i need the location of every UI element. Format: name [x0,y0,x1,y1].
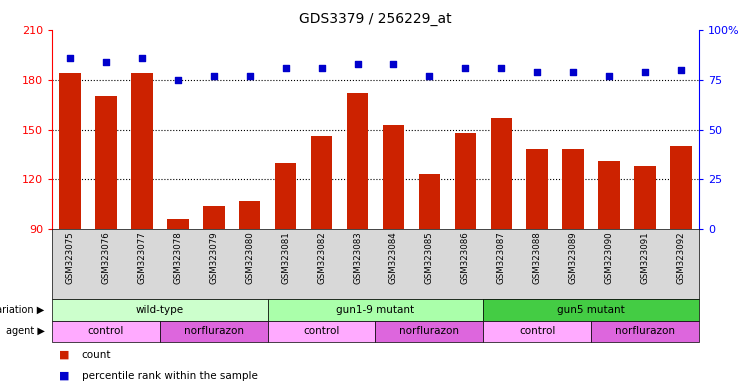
Text: gun5 mutant: gun5 mutant [557,305,625,315]
Point [496,65,508,71]
Bar [526,149,548,229]
Text: GSM323089: GSM323089 [568,231,578,283]
Text: ■: ■ [59,371,70,381]
Point [424,73,436,79]
Bar [598,161,620,229]
Text: GSM323075: GSM323075 [65,231,75,284]
Text: control: control [519,326,556,336]
Bar [203,206,225,229]
Point [459,65,471,71]
Text: agent ▶: agent ▶ [6,326,44,336]
Text: norflurazon: norflurazon [184,326,244,336]
Point [172,77,184,83]
Text: wild-type: wild-type [136,305,184,315]
Point [207,73,219,79]
Text: GSM323091: GSM323091 [640,231,650,283]
Text: GSM323086: GSM323086 [461,231,470,284]
Bar [95,96,116,229]
Bar [131,73,153,229]
Point [64,55,76,61]
Text: GSM323092: GSM323092 [677,231,685,283]
Bar [167,219,189,229]
Text: GSM323082: GSM323082 [317,231,326,284]
Bar [382,124,405,229]
Text: ■: ■ [59,350,70,360]
Text: GSM323081: GSM323081 [281,231,290,284]
Text: GSM323087: GSM323087 [496,231,506,284]
Bar [491,118,512,229]
Text: GSM323083: GSM323083 [353,231,362,284]
Point [100,59,112,65]
Point [568,69,579,75]
Text: GSM323079: GSM323079 [209,231,219,283]
Text: norflurazon: norflurazon [615,326,675,336]
Point [244,73,256,79]
Text: GSM323076: GSM323076 [102,231,110,284]
Bar [562,149,584,229]
Point [639,69,651,75]
Point [136,55,147,61]
Bar [59,73,81,229]
Text: gun1-9 mutant: gun1-9 mutant [336,305,414,315]
Text: count: count [82,350,111,360]
Point [279,65,291,71]
Title: GDS3379 / 256229_at: GDS3379 / 256229_at [299,12,452,26]
Text: genotype/variation ▶: genotype/variation ▶ [0,305,44,315]
Point [531,69,543,75]
Text: GSM323077: GSM323077 [137,231,147,284]
Bar [671,146,692,229]
Text: GSM323085: GSM323085 [425,231,434,284]
Bar [454,133,476,229]
Text: control: control [303,326,340,336]
Bar [634,166,656,229]
Point [316,65,328,71]
Point [675,67,687,73]
Text: GSM323090: GSM323090 [605,231,614,283]
Point [388,61,399,67]
Text: GSM323084: GSM323084 [389,231,398,284]
Bar [239,201,261,229]
Bar [275,163,296,229]
Text: norflurazon: norflurazon [399,326,459,336]
Point [603,73,615,79]
Text: GSM323080: GSM323080 [245,231,254,284]
Text: GSM323088: GSM323088 [533,231,542,284]
Text: control: control [87,326,124,336]
Text: GSM323078: GSM323078 [173,231,182,284]
Bar [419,174,440,229]
Bar [310,136,333,229]
Bar [347,93,368,229]
Point [351,61,363,67]
Text: percentile rank within the sample: percentile rank within the sample [82,371,258,381]
